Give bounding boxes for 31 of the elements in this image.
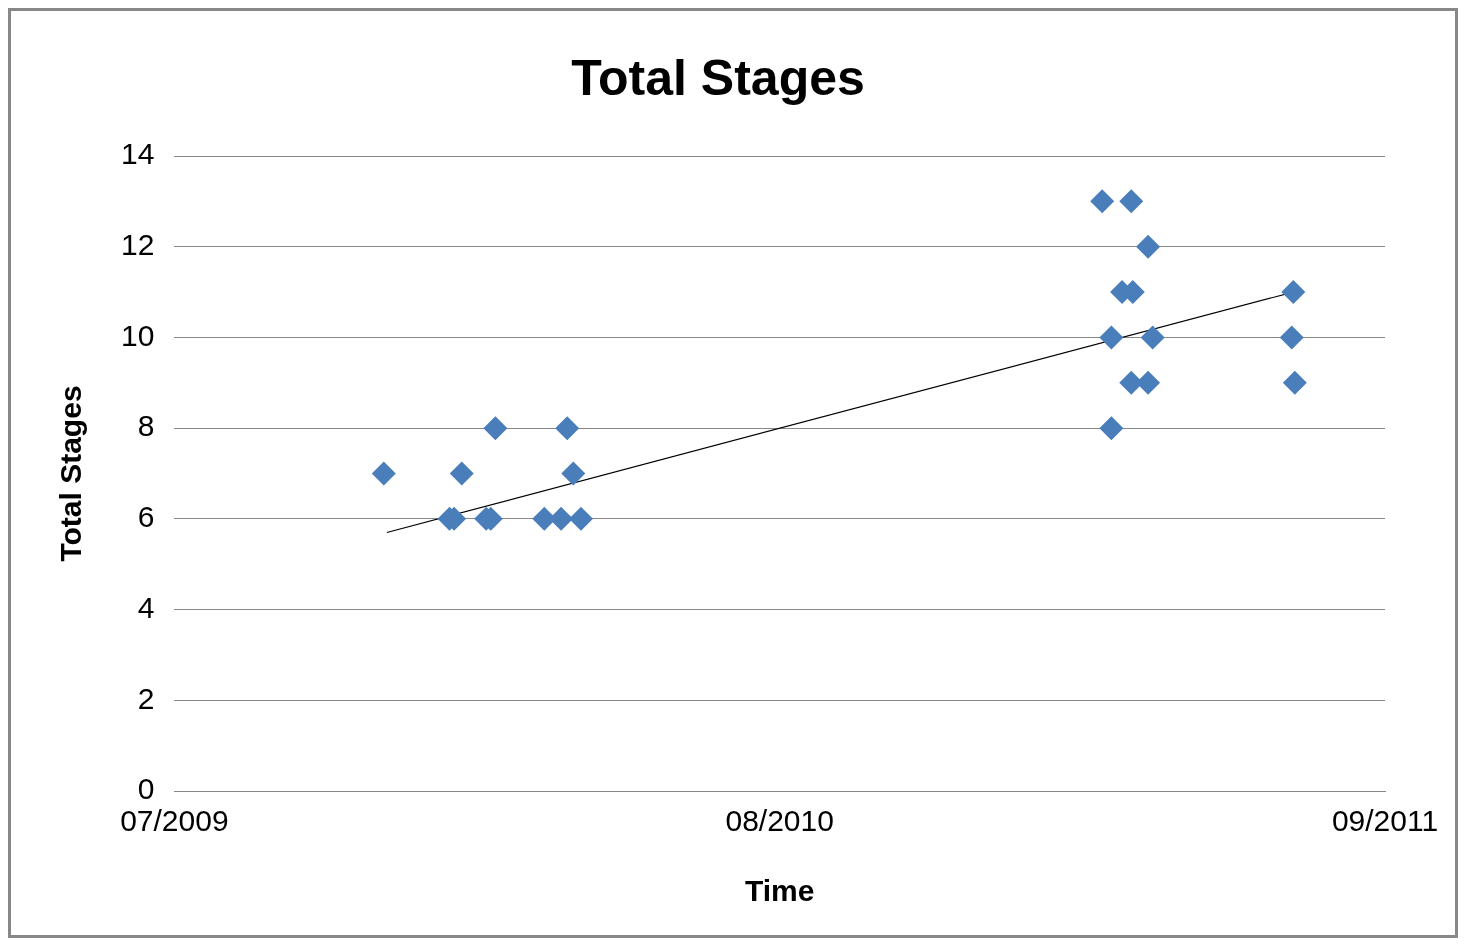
point: [555, 416, 580, 441]
y-tick-label: 8: [137, 409, 155, 443]
y-tick-label: 12: [120, 227, 155, 261]
point: [1282, 370, 1307, 395]
point: [549, 506, 574, 531]
x-tick-label: 08/2010: [725, 804, 834, 838]
point: [483, 416, 508, 441]
point: [1136, 370, 1161, 395]
point: [1119, 189, 1144, 214]
point: [1090, 189, 1115, 214]
point: [371, 461, 396, 486]
y-axis-title: Total Stages: [54, 385, 88, 562]
x-tick-label: 07/2009: [120, 804, 229, 838]
point: [561, 461, 586, 486]
x-tick-label: 09/2011: [1331, 804, 1439, 838]
point: [449, 461, 474, 486]
x-axis-title: Time: [744, 874, 815, 908]
point: [1099, 416, 1124, 441]
y-tick-label: 4: [137, 590, 155, 624]
y-tick-label: 10: [120, 318, 155, 352]
point: [1281, 280, 1306, 305]
y-tick-label: 14: [120, 137, 155, 171]
point: [1136, 234, 1161, 259]
y-tick-label: 0: [137, 772, 155, 806]
chart-title: Total Stages: [571, 49, 865, 106]
point: [1140, 325, 1165, 350]
point: [568, 506, 593, 531]
y-tick-label: 6: [137, 500, 155, 534]
y-tick-label: 2: [137, 681, 155, 715]
point: [1099, 325, 1124, 350]
point: [1279, 325, 1304, 350]
